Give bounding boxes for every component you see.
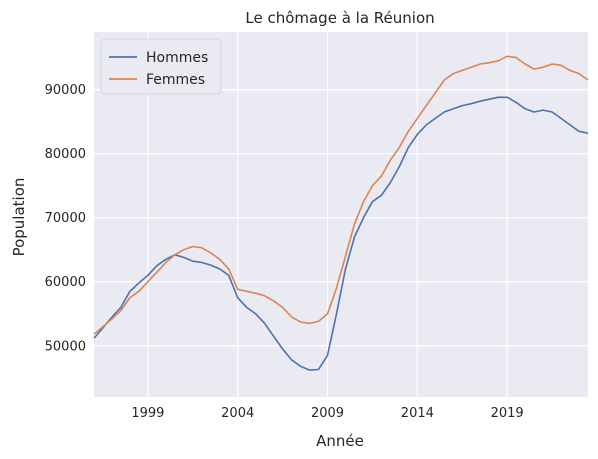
legend-label: Femmes (146, 72, 205, 88)
y-axis-label: Population (10, 178, 28, 257)
y-tick-label: 50000 (45, 339, 86, 354)
legend-box (100, 38, 222, 95)
legend: Hommes Femmes (100, 38, 222, 95)
y-tick-label: 60000 (45, 275, 86, 290)
series-layer (93, 55, 589, 371)
x-tick-label: 2014 (401, 406, 434, 421)
x-axis-label: Année (316, 432, 364, 450)
x-tick-label: 2009 (311, 406, 344, 421)
x-tick-label: 2004 (221, 406, 254, 421)
grid-lines (94, 32, 588, 397)
chart-title: Le chômage à la Réunion (245, 9, 434, 27)
y-tick-label: 80000 (45, 147, 86, 162)
x-tick-label: 1999 (131, 406, 164, 421)
series-line-femmes (93, 55, 589, 335)
series-line-hommes (93, 96, 589, 371)
y-tick-label: 90000 (45, 83, 86, 98)
x-tick-label: 2019 (491, 406, 524, 421)
y-axis: 50000 60000 70000 80000 90000 (45, 83, 86, 354)
x-axis: 1999 2004 2009 2014 2019 (131, 406, 523, 421)
legend-label: Hommes (146, 50, 208, 66)
y-tick-label: 70000 (45, 211, 86, 226)
